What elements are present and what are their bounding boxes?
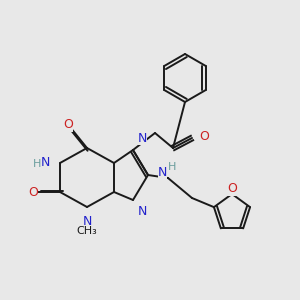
Text: O: O (199, 130, 209, 142)
Text: N: N (138, 205, 147, 218)
Text: CH₃: CH₃ (76, 226, 98, 236)
Text: O: O (28, 185, 38, 199)
Text: H: H (33, 159, 41, 169)
Text: N: N (40, 157, 50, 169)
Text: N: N (82, 215, 92, 228)
Text: O: O (227, 182, 237, 196)
Text: N: N (158, 167, 167, 179)
Text: H: H (168, 162, 176, 172)
Text: N: N (138, 132, 147, 145)
Text: O: O (63, 118, 73, 131)
